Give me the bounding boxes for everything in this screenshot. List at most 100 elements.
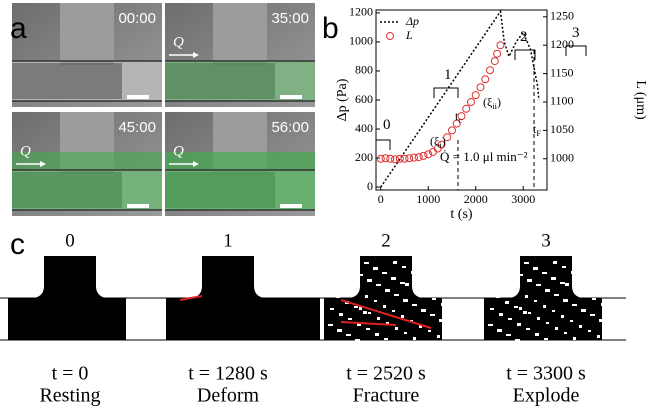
speckle bbox=[516, 290, 519, 292]
speckle bbox=[413, 337, 416, 340]
annotation-subscript: F bbox=[536, 129, 541, 138]
speckle bbox=[518, 274, 523, 276]
speckle bbox=[508, 318, 512, 320]
y2-tick-label: 1150 bbox=[550, 65, 574, 79]
annotation: Q̇ = 1.0 μl min⁻² bbox=[440, 149, 528, 164]
stage-time: t = 1280 s bbox=[188, 363, 268, 385]
stage-time: t = 2520 s bbox=[346, 363, 426, 385]
speckle bbox=[328, 324, 333, 326]
speckle bbox=[441, 303, 445, 306]
data-point bbox=[420, 152, 427, 159]
speckle bbox=[382, 272, 387, 274]
x-tick-label: 1000 bbox=[416, 192, 440, 206]
speckle bbox=[411, 271, 415, 274]
y-tick-label: 200 bbox=[355, 150, 373, 164]
speckle bbox=[496, 296, 500, 298]
speckle bbox=[384, 338, 388, 340]
speckle bbox=[364, 262, 369, 264]
speckle bbox=[373, 267, 378, 270]
data-point bbox=[468, 98, 475, 105]
speckle bbox=[329, 275, 332, 278]
timestamp: 35:00 bbox=[271, 10, 309, 27]
speckle bbox=[349, 269, 354, 272]
x-axis-label: t (s) bbox=[450, 207, 473, 222]
speckle bbox=[421, 309, 426, 312]
speckle bbox=[588, 330, 591, 332]
annotation: 0 bbox=[383, 117, 391, 133]
speckle bbox=[394, 294, 399, 296]
speckle bbox=[400, 282, 405, 284]
speckle bbox=[359, 307, 362, 310]
speckle bbox=[347, 285, 350, 288]
y-axis-label: Δp (Pa) bbox=[335, 78, 350, 121]
speckle bbox=[440, 270, 443, 272]
speckle bbox=[574, 288, 578, 290]
data-point bbox=[491, 58, 498, 65]
speckle bbox=[505, 301, 509, 304]
speckle bbox=[437, 335, 440, 338]
speckle bbox=[507, 285, 510, 288]
timestamp: 00:00 bbox=[118, 10, 156, 27]
annotation: (ξii) bbox=[483, 95, 501, 111]
speckle bbox=[514, 306, 518, 308]
speckle bbox=[565, 283, 569, 286]
speckle bbox=[571, 271, 575, 274]
scale-bar bbox=[127, 204, 149, 208]
micrograph: 00:00 bbox=[12, 3, 162, 107]
speckle bbox=[564, 332, 567, 334]
stage-number: 0 bbox=[65, 230, 75, 251]
speckle bbox=[412, 304, 417, 306]
speckle bbox=[544, 338, 548, 340]
speckle bbox=[573, 337, 576, 340]
y-tick-label: 400 bbox=[355, 121, 373, 135]
data-point bbox=[494, 50, 501, 57]
speckle bbox=[534, 300, 537, 302]
speckle bbox=[420, 276, 424, 278]
speckle bbox=[422, 260, 425, 262]
annotation: 3 bbox=[572, 25, 580, 41]
y2-axis-label: L (μm) bbox=[633, 80, 648, 120]
speckle bbox=[498, 280, 501, 282]
timestamp: 56:00 bbox=[271, 119, 309, 136]
data-point bbox=[497, 42, 504, 49]
speckle bbox=[354, 306, 358, 308]
annotation: 1 bbox=[444, 67, 452, 83]
speckle bbox=[553, 261, 557, 264]
speckle bbox=[562, 266, 566, 268]
x-tick-label: 0 bbox=[378, 192, 384, 206]
speckle bbox=[525, 295, 528, 298]
panel-label: c bbox=[10, 228, 25, 261]
flow-label: Q bbox=[173, 143, 184, 159]
speckle bbox=[376, 284, 381, 286]
speckle bbox=[515, 339, 520, 342]
stage-bracket bbox=[515, 50, 535, 60]
speckle bbox=[356, 290, 359, 292]
speckle bbox=[537, 317, 540, 320]
speckle bbox=[377, 317, 380, 320]
neck-mask bbox=[34, 256, 106, 298]
speckle bbox=[337, 329, 342, 332]
speckle bbox=[340, 264, 345, 266]
speckle bbox=[599, 319, 604, 322]
binary-image bbox=[148, 256, 320, 340]
annotation-text: 1 bbox=[444, 67, 452, 83]
speckle bbox=[383, 305, 386, 308]
flow-label: Q bbox=[20, 143, 31, 159]
speckle bbox=[404, 332, 407, 334]
speckle bbox=[385, 289, 390, 292]
data-point bbox=[487, 67, 494, 74]
binary-image bbox=[0, 256, 150, 340]
speckle bbox=[429, 281, 433, 284]
figure: 00:0035:00Q45:00Q56:00Qab020040060080010… bbox=[0, 0, 656, 408]
data-point bbox=[482, 76, 489, 83]
speckle bbox=[368, 312, 371, 314]
x-tick-label: 2000 bbox=[464, 192, 488, 206]
speckle bbox=[423, 293, 427, 296]
legend-swatch bbox=[387, 33, 394, 40]
speckle bbox=[524, 262, 529, 264]
speckle bbox=[590, 314, 595, 316]
speckle bbox=[375, 333, 379, 336]
speckle bbox=[402, 266, 406, 268]
speckle bbox=[601, 303, 605, 306]
speckle bbox=[331, 259, 336, 262]
